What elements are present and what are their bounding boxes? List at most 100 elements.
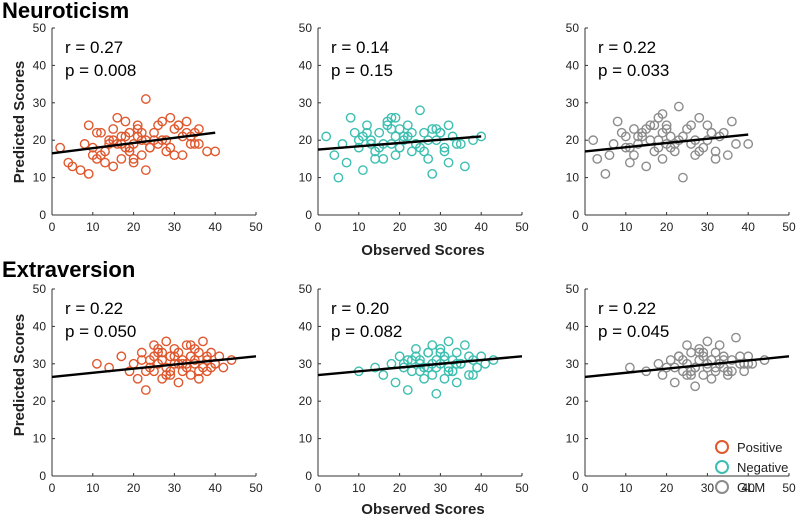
y-tick-label: 10 [33,432,47,446]
x-tick-label: 40 [742,481,756,495]
data-point [193,124,204,134]
x-tick-label: 40 [475,481,489,495]
data-point [629,124,639,134]
data-point [451,347,462,358]
data-point [620,131,631,142]
x-tick-label: 0 [315,481,322,495]
data-point [181,340,192,350]
data-point [370,362,381,373]
data-point [79,139,90,149]
regression-line [317,135,482,151]
data-point [193,347,204,358]
stat-r: r = 0.22 [65,299,123,318]
legend-item-glm: GLM [715,480,765,495]
data-point [743,139,754,149]
data-point [169,150,180,161]
data-point [678,172,688,183]
data-point [116,351,127,362]
data-point [370,153,381,164]
data-point [710,153,721,164]
y-tick-label: 0 [39,208,46,222]
data-point [455,358,466,369]
y-tick-label: 50 [566,282,580,296]
legend-label-positive: Positive [737,440,783,455]
data-point [698,370,709,380]
stat-p: p = 0.045 [598,322,669,341]
data-point [702,336,713,347]
regression-line [584,355,790,379]
data-point [406,366,417,377]
data-point [91,127,102,138]
y-tick-label: 30 [33,357,47,371]
data-point [185,370,196,380]
data-point [415,142,425,153]
data-point [161,336,172,347]
data-point [96,150,106,161]
data-point [124,146,135,157]
legend-item-positive: Positive [715,440,783,455]
panel-neuroticism-glm: 0 10 20 30 40 50 0 10 20 30 40 50 r = 0.22 p = 0.033 [566,21,796,234]
data-point [592,153,603,164]
x-tick-label: 0 [49,220,56,234]
data-point [423,153,434,164]
data-point [431,124,442,134]
panel-neuroticism-negative: 0 10 20 30 40 50 0 10 20 30 40 50 r = 0.14 p = 0.15 [299,21,529,234]
data-point [694,347,705,358]
y-tick-label: 20 [299,133,313,147]
y-tick-label: 30 [566,357,580,371]
x-tick-label: 50 [782,481,796,495]
data-point [108,124,119,134]
data-point [637,131,648,142]
x-tick-label: 10 [352,220,366,234]
stat-r: r = 0.27 [65,38,123,57]
data-point [600,168,611,179]
y-tick-label: 50 [566,21,580,35]
data-point [149,351,159,362]
y-tick-label: 40 [566,319,580,333]
x-tick-label: 20 [660,220,674,234]
data-point [464,370,474,380]
data-point [669,377,680,388]
data-point [633,139,643,149]
data-point [665,131,676,142]
data-point [423,347,434,358]
x-tick-label: 0 [582,481,589,495]
stat-r: r = 0.22 [598,38,656,57]
data-point [157,116,168,127]
data-point [128,153,139,164]
data-point [411,351,421,362]
data-point [726,116,737,127]
x-tick-label: 50 [515,220,529,234]
data-point [686,347,696,358]
data-point [100,157,110,168]
data-point [706,127,717,138]
data-point [468,370,478,380]
data-point [443,120,454,131]
data-point [588,135,599,146]
data-point [202,146,212,157]
x-tick-label: 40 [742,220,756,234]
data-point [633,131,643,142]
stat-r: r = 0.14 [331,38,389,57]
x-tick-label: 30 [168,220,182,234]
x-tick-label: 30 [434,481,448,495]
data-point [731,332,741,343]
data-point [694,112,705,123]
data-point [386,358,397,369]
data-point [427,340,438,350]
stat-p: p = 0.15 [331,61,393,80]
data-point [608,139,619,149]
data-point [690,150,701,161]
data-point [402,120,413,131]
y-tick-label: 40 [566,58,580,72]
data-point [447,131,458,142]
data-point [378,370,389,380]
y-tick-label: 0 [305,469,312,483]
data-point [206,362,217,373]
data-point [472,362,483,373]
data-point [173,120,184,131]
y-tick-label: 50 [33,282,47,296]
x-tick-label: 40 [209,481,223,495]
data-point [661,124,672,134]
